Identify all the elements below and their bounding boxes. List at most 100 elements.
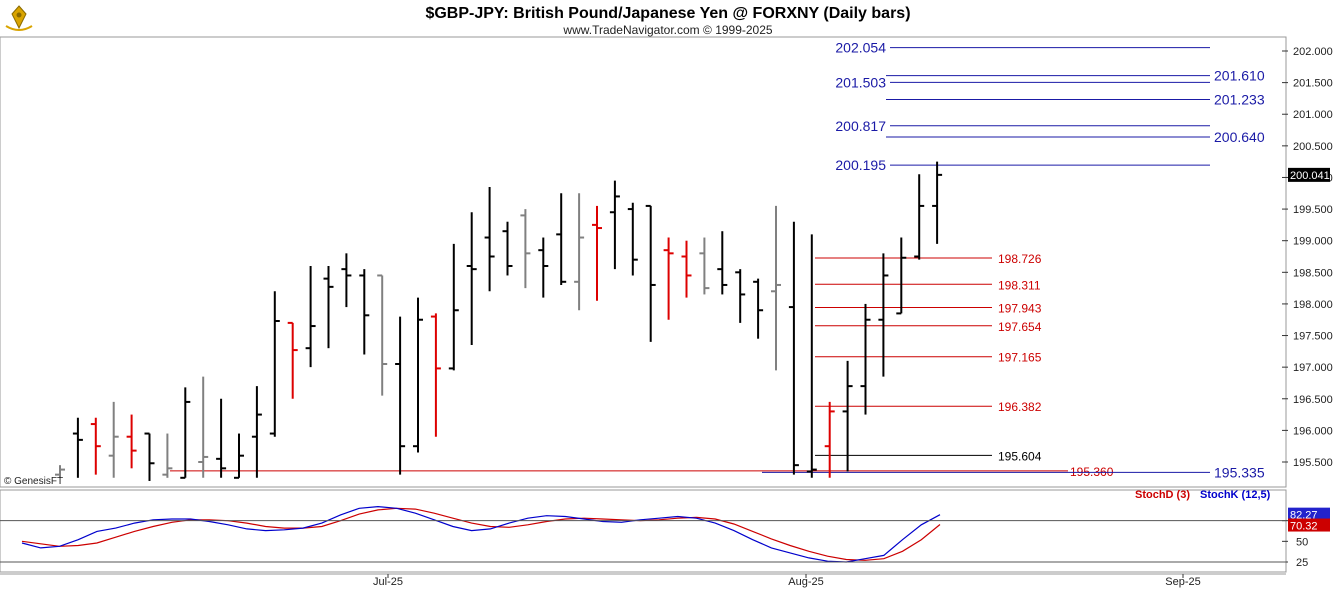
- ohlc-bar: [323, 265, 334, 349]
- ohlc-bar: [645, 204, 656, 342]
- ohlc-bar: [932, 161, 943, 244]
- stoch-d-legend: StochD (3): [1135, 489, 1190, 501]
- price-tick-label: 195.500: [1293, 457, 1333, 469]
- ohlc-bar: [72, 417, 83, 478]
- ohlc-bar: [341, 253, 352, 308]
- ohlc-bar: [753, 278, 764, 339]
- price-level-label: 197.943: [998, 302, 1042, 316]
- ohlc-bar: [377, 274, 388, 396]
- date-axis: Jul-25 Aug-25 Sep-25: [0, 573, 1286, 588]
- ohlc-bar: [198, 376, 209, 478]
- ohlc-bar: [395, 316, 406, 475]
- price-level-label: 198.311: [998, 278, 1041, 292]
- price-level-label: 195.360: [1070, 465, 1114, 479]
- ohlc-bar: [359, 269, 370, 355]
- stoch-d-line: [21, 507, 941, 561]
- ohlc-bar: [448, 243, 459, 371]
- price-level-label: 202.054: [835, 40, 886, 56]
- ohlc-bar: [180, 387, 191, 479]
- price-level-label: 197.165: [998, 351, 1042, 365]
- price-level-label: 196.382: [998, 400, 1042, 414]
- price-tick-label: 201.500: [1293, 78, 1333, 90]
- ohlc-bar: [234, 433, 244, 479]
- ohlc-bar: [502, 221, 513, 276]
- stochastic-panel: [0, 489, 1287, 573]
- price-tick-label: 198.000: [1293, 299, 1333, 311]
- chart-subtitle: www.TradeNavigator.com © 1999-2025: [562, 23, 772, 37]
- ohlc-bar: [574, 193, 585, 311]
- ohlc-bar: [735, 269, 746, 323]
- date-tick-label: Aug-25: [788, 576, 823, 588]
- ohlc-bar: [538, 237, 549, 298]
- ohlc-bar: [806, 234, 817, 478]
- stoch-tick-label: 50: [1296, 536, 1308, 548]
- ohlc-bar: [430, 313, 441, 437]
- price-level-label: 201.503: [835, 74, 886, 90]
- last-price-label: 200.041: [1290, 170, 1330, 182]
- stoch-k-badge: [1288, 507, 1330, 521]
- ohlc-bar: [627, 202, 638, 276]
- price-tick-label: 197.500: [1293, 331, 1333, 343]
- ohlc-bar: [699, 237, 710, 295]
- price-tick-label: 201.000: [1293, 109, 1333, 121]
- ohlc-bar: [144, 432, 155, 481]
- stochastic-lines: StochD (3) StochK (12,5): [21, 489, 1271, 563]
- ohlc-bar: [824, 401, 835, 478]
- ohlc-bar: [681, 240, 692, 298]
- ohlc-bar: [663, 237, 674, 320]
- ohlc-bar: [126, 414, 137, 469]
- ohlc-bar: [914, 174, 925, 260]
- date-tick-label: Sep-25: [1165, 576, 1200, 588]
- ohlc-bar: [251, 386, 262, 478]
- ohlc-bar: [878, 253, 889, 377]
- ohlc-bar: [287, 321, 298, 399]
- gold-kite-logo-icon: [4, 3, 34, 33]
- ohlc-bar: [484, 186, 495, 292]
- price-level-label: 201.610: [1214, 68, 1265, 84]
- level-lines: 202.054 201.610 201.503 201.233 200.817 200.6…: [170, 40, 1265, 480]
- ohlc-bar: [520, 209, 531, 289]
- ohlc-bar: [592, 205, 602, 301]
- price-axis: 202.000201.500201.000200.500200.000199.5…: [1282, 46, 1333, 469]
- price-tick-label: 196.000: [1293, 425, 1333, 437]
- ohlc-bar: [90, 417, 101, 475]
- ohlc-bar: [860, 303, 871, 415]
- ohlc-bar: [609, 180, 620, 270]
- stoch-k-legend: StochK (12,5): [1200, 489, 1271, 501]
- stoch-k-line: [21, 505, 941, 563]
- ohlc-bar: [269, 291, 280, 437]
- date-tick-label: Jul-25: [373, 576, 403, 588]
- ohlc-bar: [842, 360, 853, 472]
- last-price-badge: [1288, 167, 1330, 182]
- ohlc-bar: [216, 398, 227, 478]
- ohlc-bar: [55, 465, 65, 478]
- ohlc-bar: [466, 212, 477, 346]
- price-tick-label: 200.500: [1293, 141, 1333, 153]
- price-level-label: 200.195: [835, 157, 886, 173]
- ohlc-bar: [771, 205, 781, 371]
- price-level-label: 197.654: [998, 320, 1042, 334]
- price-level-label: 195.604: [998, 449, 1042, 463]
- price-tick-label: 202.000: [1293, 46, 1333, 58]
- ohlc-bar: [162, 433, 173, 478]
- price-level-label: 200.817: [835, 118, 886, 134]
- stoch-d-value: 70.32: [1290, 521, 1318, 533]
- chart-title: $GBP-JPY: British Pound/Japanese Yen @ F…: [425, 5, 910, 22]
- ohlc-bar: [108, 401, 119, 478]
- price-level-label: 201.233: [1214, 91, 1265, 107]
- price-tick-label: 197.000: [1293, 362, 1333, 374]
- price-tick-label: 199.000: [1293, 236, 1333, 248]
- price-level-label: 195.335: [1214, 464, 1265, 480]
- ohlc-bar: [788, 221, 799, 475]
- ohlc-bar: [717, 231, 728, 295]
- price-panel: [0, 36, 1287, 488]
- ohlc-bar: [896, 237, 907, 315]
- stoch-tick-label: 25: [1296, 557, 1308, 569]
- price-bars: [55, 161, 943, 481]
- watermark: © GenesisFT: [4, 476, 63, 487]
- stoch-d-badge: [1288, 518, 1330, 532]
- price-tick-label: 199.500: [1293, 204, 1333, 216]
- price-tick-label: 196.500: [1293, 394, 1333, 406]
